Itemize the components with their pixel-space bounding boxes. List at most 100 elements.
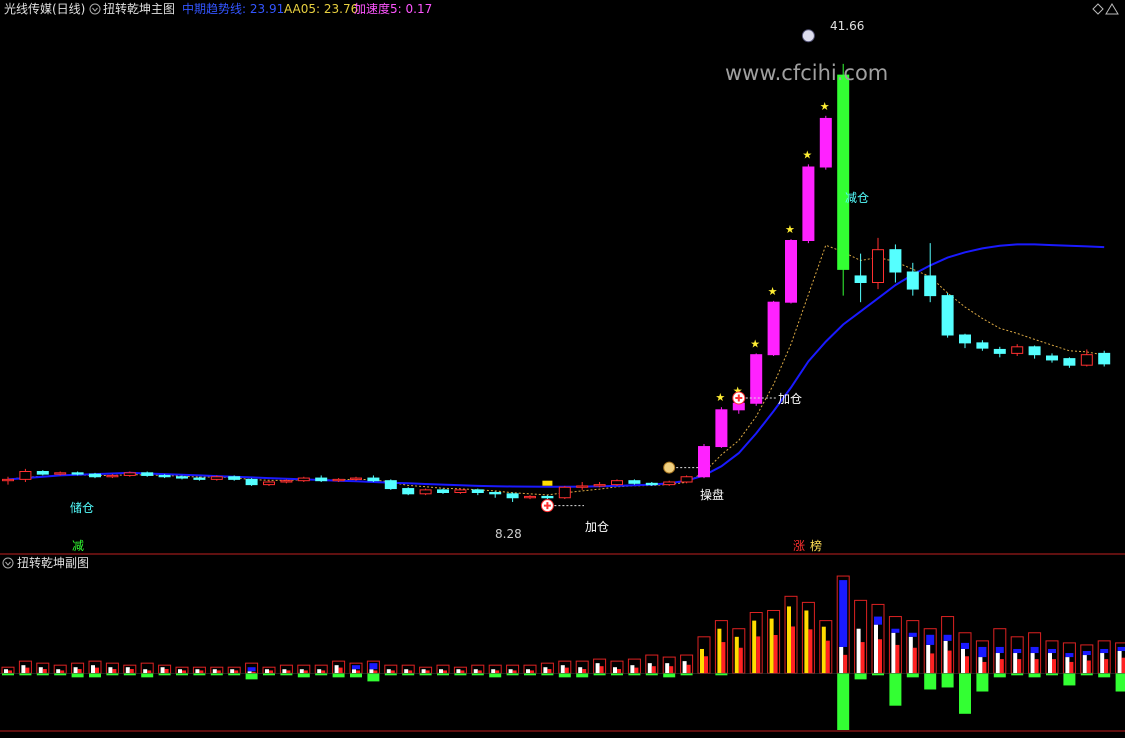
volume-negative-bar	[506, 673, 519, 676]
volume-negative-bar	[906, 673, 919, 678]
volume-negative-bar	[471, 673, 484, 676]
volume-red-bar	[912, 647, 917, 674]
reduce-position-label: 减仓	[845, 191, 869, 205]
aa05-dashed-line	[7, 244, 1105, 496]
volume-red-bar	[878, 639, 882, 674]
sub-indicator-name[interactable]: 扭转乾坤副图	[17, 555, 89, 570]
add-position-label-1: 加仓	[585, 520, 609, 534]
candle	[1098, 352, 1111, 365]
volume-negative-bar	[1011, 673, 1024, 676]
candle	[959, 334, 971, 344]
candle	[1046, 355, 1058, 361]
volume-inner-bar	[543, 667, 548, 674]
main-chart-layer: ★ ★ ★ ★ ★ ★ ★	[2, 29, 1111, 513]
star-marker: ★	[715, 391, 725, 404]
volume-negative-bar	[315, 673, 328, 676]
candle	[263, 481, 275, 486]
volume-negative-bar	[176, 673, 188, 676]
volume-negative-bar	[524, 673, 536, 676]
volume-negative-bar	[959, 673, 971, 714]
candle	[837, 74, 850, 270]
operate-marker	[663, 461, 676, 474]
volume-negative-bar	[889, 673, 902, 706]
candle	[158, 474, 171, 478]
volume-red-bar	[982, 661, 987, 674]
candle	[663, 481, 676, 486]
volume-negative-bar	[1115, 673, 1125, 692]
chevron-down-icon	[92, 7, 98, 12]
volume-inner-bar	[247, 671, 252, 674]
volume-negative-bar	[976, 673, 989, 692]
candle	[854, 275, 867, 283]
volume-inner-bar	[1048, 653, 1052, 674]
volume-inner-bar	[700, 648, 704, 674]
volume-inner-bar	[978, 657, 983, 674]
volume-inner-bar	[160, 667, 165, 674]
volume-red-bar	[234, 670, 239, 674]
volume-inner-bar	[386, 669, 391, 674]
volume-negative-bar	[854, 673, 867, 680]
volume-inner-bar	[91, 665, 95, 674]
candle	[576, 485, 589, 488]
volume-negative-bar	[350, 673, 362, 678]
volume-blue-bar	[1013, 648, 1022, 654]
volume-red-bar	[129, 669, 134, 674]
volume-negative-bar	[1028, 673, 1041, 678]
volume-red-bar	[825, 640, 830, 674]
volume-blue-bar	[1100, 648, 1109, 654]
volume-red-bar	[704, 656, 708, 674]
volume-inner-bar	[456, 669, 461, 674]
volume-red-bar	[1104, 659, 1109, 674]
volume-inner-bar	[804, 610, 809, 674]
volume-blue-bar	[874, 616, 882, 625]
volume-negative-bar	[123, 673, 136, 676]
volume-negative-bar	[54, 673, 67, 676]
volume-inner-bar	[961, 648, 965, 674]
volume-negative-bar	[489, 673, 502, 678]
volume-negative-bar	[924, 673, 937, 690]
indicator-menu-icon[interactable]	[89, 3, 101, 15]
volume-red-bar	[773, 634, 778, 674]
add-position-label-2: 加仓	[778, 392, 802, 406]
volume-inner-bar	[734, 636, 739, 674]
volume-inner-bar	[212, 669, 217, 674]
volume-negative-bar	[437, 673, 449, 676]
volume-negative-bar	[71, 673, 84, 678]
volume-negative-bar	[141, 673, 154, 678]
volume-negative-bar	[611, 673, 623, 676]
sub-indicator-menu-icon[interactable]	[2, 557, 14, 569]
volume-inner-bar	[473, 669, 478, 674]
volume-red-bar	[443, 670, 447, 674]
volume-red-bar	[1017, 659, 1022, 674]
volume-inner-bar	[908, 636, 913, 674]
bottom-signal-zhang: 涨	[793, 538, 805, 553]
main-indicator-name[interactable]: 扭转乾坤主图	[103, 1, 175, 16]
volume-red-bar	[721, 642, 726, 674]
candle	[506, 493, 519, 499]
triangle-up-icon[interactable]	[1105, 3, 1119, 15]
volume-negative-bar	[628, 673, 641, 676]
volume-red-bar	[321, 670, 326, 674]
candle	[315, 477, 328, 482]
volume-red-bar	[199, 670, 204, 674]
volume-inner-bar	[56, 669, 61, 674]
bottom-signal-pang: 榜	[810, 538, 822, 553]
volume-inner-bar	[613, 667, 617, 674]
volume-inner-bar	[787, 606, 791, 674]
volume-inner-bar	[560, 665, 565, 674]
candle	[524, 495, 536, 499]
watermark: www.cfcihi.com	[725, 61, 888, 85]
operate-label: 操盘	[700, 487, 724, 502]
volume-inner-bar	[526, 669, 530, 674]
candle	[350, 477, 362, 480]
volume-red-bar	[1086, 660, 1091, 674]
volume-negative-bar	[297, 673, 310, 678]
volume-red-bar	[1034, 659, 1039, 674]
volume-blue-bar	[995, 646, 1004, 654]
volume-negative-bar	[228, 673, 241, 676]
volume-inner-bar	[943, 640, 948, 674]
diamond-icon[interactable]	[1092, 3, 1104, 15]
aa05-value: AA05: 23.76	[284, 2, 358, 16]
volume-red-bar	[860, 642, 865, 674]
volume-inner-bar	[4, 669, 8, 674]
